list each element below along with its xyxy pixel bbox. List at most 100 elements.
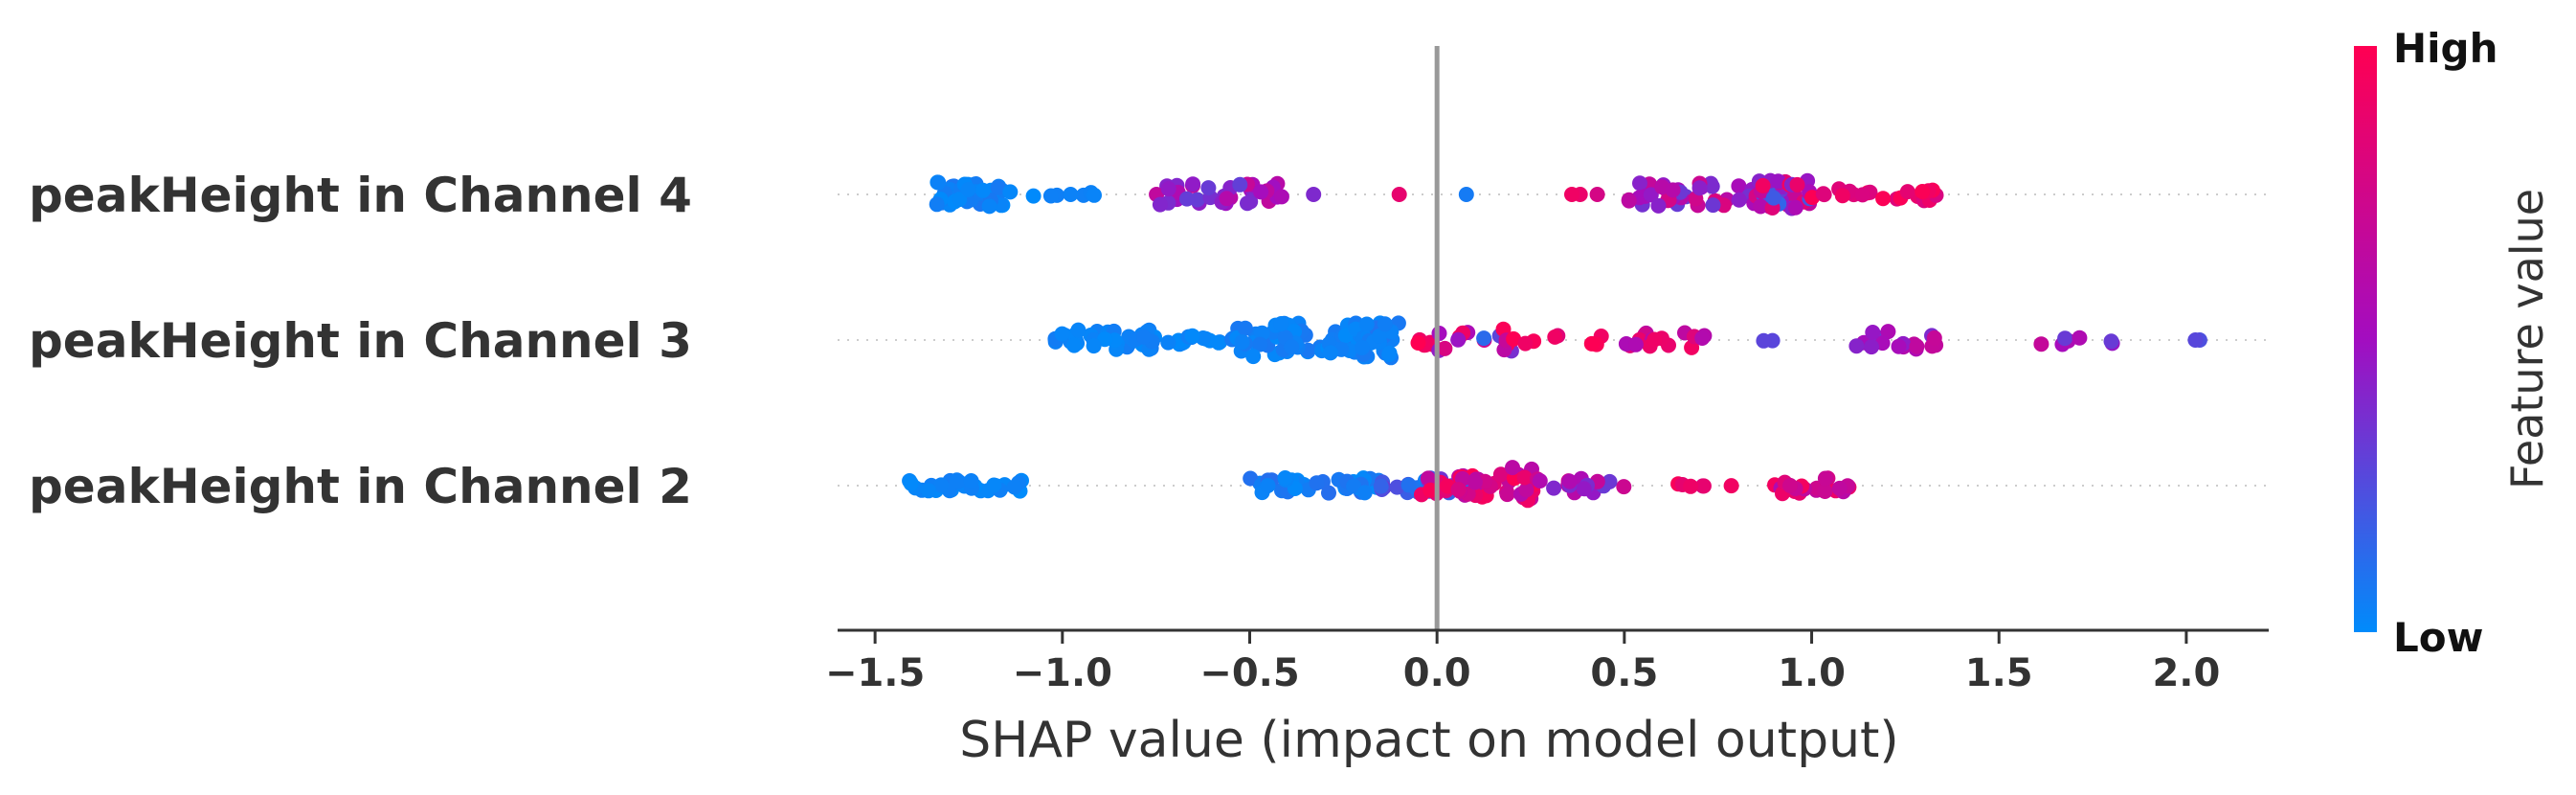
shap-point — [1185, 176, 1201, 193]
shap-point — [1756, 332, 1772, 349]
shap-point — [1516, 469, 1533, 486]
shap-point — [933, 477, 950, 493]
shap-point — [1356, 485, 1373, 501]
shap-point — [1042, 188, 1059, 204]
shap-point — [1420, 470, 1436, 487]
shap-point — [1232, 176, 1248, 193]
shap-point — [1627, 336, 1644, 352]
shap-point — [1817, 470, 1833, 487]
shap-point — [1160, 181, 1176, 197]
shap-point — [921, 483, 936, 499]
shap-point — [1517, 335, 1534, 352]
shap-point — [1782, 477, 1798, 493]
x-tick-label: 0.0 — [1403, 651, 1471, 695]
colorbar: High Low Feature value — [2354, 25, 2553, 661]
shap-point — [1321, 485, 1336, 501]
shap-point — [1891, 338, 1907, 354]
shap-point — [1816, 187, 1832, 203]
shap-point — [1086, 338, 1102, 354]
shap-point — [1499, 487, 1515, 503]
shap-point — [1506, 330, 1522, 347]
shap-point — [1532, 473, 1548, 488]
shap-point — [1410, 335, 1426, 351]
shap-point — [1063, 187, 1079, 202]
shap-point — [1731, 192, 1747, 208]
shap-point — [1691, 180, 1708, 196]
shap-point — [1683, 478, 1699, 494]
shap-point — [1450, 331, 1467, 348]
feature-label: peakHeight in Channel 3 — [29, 313, 692, 369]
shap-point — [2033, 336, 2050, 352]
shap-point — [1253, 184, 1269, 200]
shap-point — [1817, 484, 1833, 499]
shap-point — [1665, 182, 1681, 198]
shap-point — [1070, 322, 1086, 338]
shap-point — [1546, 480, 1562, 496]
shap-point — [1643, 187, 1659, 203]
shap-point — [1358, 316, 1375, 332]
shap-point — [1372, 329, 1387, 344]
x-axis-title: SHAP value (impact on model output) — [959, 712, 1898, 769]
x-tick-label: 2.0 — [2152, 651, 2220, 695]
shap-point — [1422, 482, 1439, 498]
x-tick-label: −1.5 — [825, 651, 925, 695]
shap-point — [1864, 339, 1879, 355]
shap-point — [1621, 193, 1637, 209]
x-tick-label: −1.0 — [1013, 651, 1112, 695]
shap-point — [1467, 474, 1483, 490]
shap-point — [2057, 330, 2073, 347]
shap-point — [1184, 328, 1200, 344]
shap-point — [1731, 178, 1747, 194]
shap-point — [1476, 330, 1492, 347]
shap-point — [1753, 198, 1769, 215]
shap-point — [1926, 329, 1942, 346]
shap-point — [1243, 470, 1259, 487]
colorbar-title: Feature value — [2501, 189, 2553, 489]
shap-point — [990, 179, 1006, 195]
shap-point — [1765, 190, 1781, 206]
x-tick-label: 1.0 — [1778, 651, 1846, 695]
shap-point — [1695, 478, 1712, 494]
shap-point — [1602, 473, 1618, 489]
shap-point — [1589, 187, 1605, 202]
colorbar-low-label: Low — [2393, 614, 2483, 661]
shap-point — [1834, 188, 1850, 204]
shap-point — [1178, 191, 1195, 207]
shap-point — [1854, 187, 1870, 203]
shap-point — [1234, 334, 1250, 351]
feature-label: peakHeight in Channel 2 — [29, 459, 692, 514]
shap-point — [1518, 482, 1534, 498]
feature-label: peakHeight in Channel 4 — [29, 168, 692, 223]
shap-point — [1458, 187, 1474, 202]
shap-point — [960, 181, 976, 197]
shap-point — [1025, 188, 1042, 204]
shap-point — [930, 174, 947, 191]
shap-point — [1086, 187, 1102, 203]
shap-point — [1219, 191, 1235, 207]
colorbar-high-label: High — [2393, 25, 2498, 72]
shap-point — [1646, 331, 1663, 348]
shap-point — [1505, 460, 1520, 476]
x-tick-label: 1.5 — [1965, 651, 2033, 695]
x-tick-label: −0.5 — [1199, 651, 1299, 695]
shap-point — [1787, 199, 1803, 216]
shap-point — [1277, 470, 1293, 486]
shap-point — [929, 196, 945, 213]
shap-point — [2187, 332, 2204, 348]
x-tick-label: 0.5 — [1590, 651, 1658, 695]
shap-point — [1006, 479, 1022, 495]
shap-point — [1564, 187, 1579, 202]
shap-point — [1492, 466, 1509, 483]
shap-point — [1632, 175, 1647, 192]
shap-point — [2103, 333, 2119, 350]
shap-point — [1880, 324, 1896, 340]
colorbar-gradient — [2354, 46, 2377, 632]
shap-point — [1252, 336, 1268, 352]
shap-point — [1160, 334, 1176, 351]
shap-point — [974, 182, 991, 198]
shap-point — [1354, 340, 1370, 355]
shap-point — [1875, 191, 1892, 207]
shap-point — [1391, 187, 1407, 202]
shap-point — [1309, 475, 1325, 491]
